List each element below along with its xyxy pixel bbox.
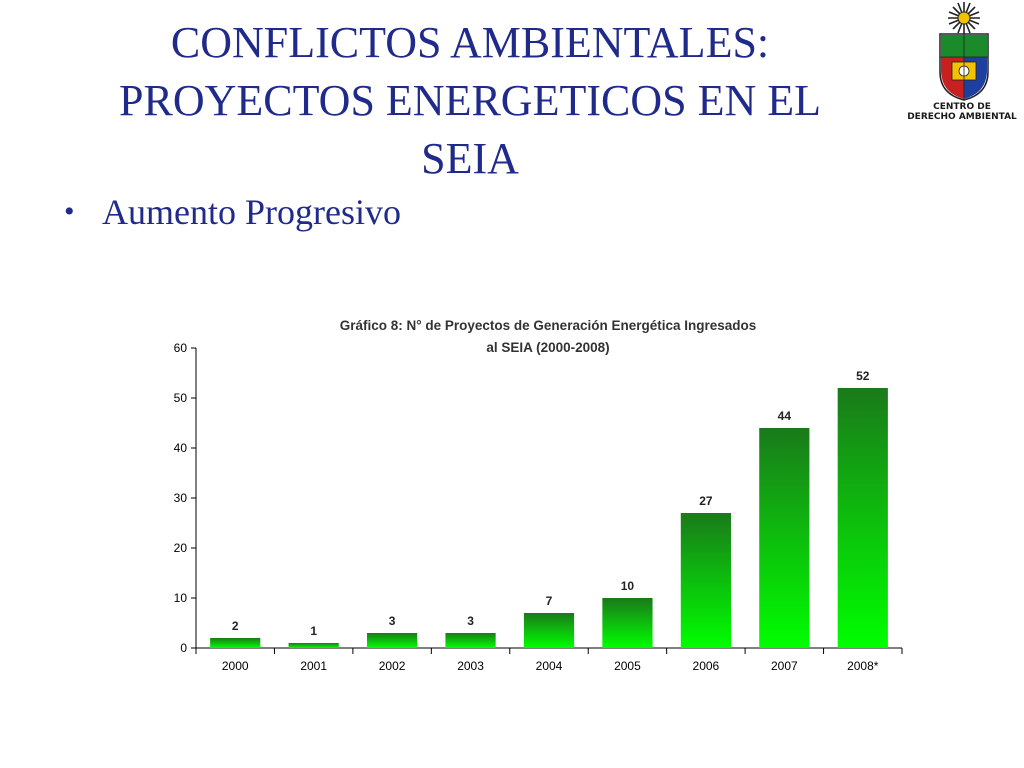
y-tick-label: 20 bbox=[174, 541, 188, 555]
slide-title-line: SEIA bbox=[421, 134, 519, 183]
bar bbox=[367, 633, 418, 648]
bullet-item: • Aumento Progresivo bbox=[58, 188, 401, 236]
data-label: 10 bbox=[621, 579, 635, 593]
logo-caption-line: CENTRO DE bbox=[933, 102, 991, 112]
data-label: 1 bbox=[310, 624, 317, 638]
x-tick-label: 2007 bbox=[771, 659, 798, 673]
bar bbox=[602, 598, 653, 648]
data-label: 7 bbox=[546, 594, 553, 608]
bar bbox=[837, 388, 888, 648]
chart-title-line: Gráfico 8: N° de Proyectos de Generación… bbox=[340, 318, 757, 333]
logo-caption-line: DERECHO AMBIENTAL bbox=[907, 112, 1017, 122]
slide-title-line: CONFLICTOS AMBIENTALES: bbox=[170, 18, 770, 67]
data-label: 3 bbox=[467, 614, 474, 628]
bar bbox=[680, 513, 731, 648]
x-tick-label: 2002 bbox=[379, 659, 406, 673]
y-tick-label: 40 bbox=[174, 441, 188, 455]
bar bbox=[445, 633, 496, 648]
x-tick-label: 2006 bbox=[693, 659, 720, 673]
y-tick-label: 50 bbox=[174, 391, 188, 405]
bullet-list: • Aumento Progresivo bbox=[58, 188, 401, 236]
bar bbox=[288, 643, 339, 648]
logo: CENTRO DE DERECHO AMBIENTAL bbox=[900, 0, 1024, 130]
bullet-text: Aumento Progresivo bbox=[102, 192, 401, 232]
x-tick-label: 2000 bbox=[222, 659, 249, 673]
chart-title-line: al SEIA (2000-2008) bbox=[486, 340, 609, 355]
logo-caption: CENTRO DE DERECHO AMBIENTAL bbox=[900, 102, 1024, 122]
data-label: 2 bbox=[232, 619, 239, 633]
x-tick-label: 2005 bbox=[614, 659, 641, 673]
y-tick-label: 60 bbox=[174, 341, 188, 355]
shield-icon bbox=[939, 33, 989, 101]
coat-of-arms-icon bbox=[939, 2, 989, 101]
x-tick-label: 2003 bbox=[457, 659, 484, 673]
slide-title: CONFLICTOS AMBIENTALES: PROYECTOS ENERGE… bbox=[40, 14, 900, 188]
data-label: 3 bbox=[389, 614, 396, 628]
bar-chart: Gráfico 8: N° de Proyectos de Generación… bbox=[174, 318, 903, 673]
data-label: 27 bbox=[699, 494, 713, 508]
x-tick-label: 2008* bbox=[847, 659, 879, 673]
bar bbox=[523, 613, 575, 648]
y-tick-label: 30 bbox=[174, 491, 188, 505]
data-label: 44 bbox=[778, 409, 792, 423]
x-tick-label: 2001 bbox=[300, 659, 327, 673]
data-label: 52 bbox=[856, 369, 870, 383]
bar bbox=[759, 428, 810, 648]
star-icon bbox=[948, 2, 980, 34]
y-tick-label: 0 bbox=[180, 641, 187, 655]
slide-title-line: PROYECTOS ENERGETICOS EN EL bbox=[119, 76, 821, 125]
bullet-dot-icon: • bbox=[64, 195, 75, 228]
bar bbox=[210, 638, 261, 648]
x-tick-label: 2004 bbox=[536, 659, 563, 673]
y-tick-label: 10 bbox=[174, 591, 188, 605]
